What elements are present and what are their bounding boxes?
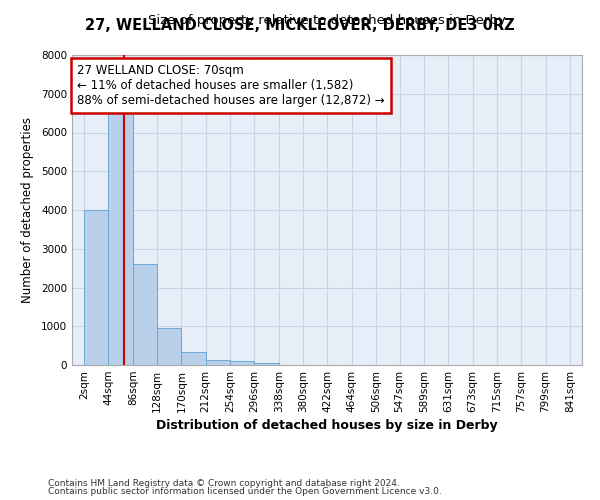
Bar [109,110,133,365]
Bar [181,352,206,365]
Text: 27, WELLAND CLOSE, MICKLEOVER, DERBY, DE3 0RZ: 27, WELLAND CLOSE, MICKLEOVER, DERBY, DE… [85,18,515,32]
Y-axis label: Number of detached properties: Number of detached properties [21,117,34,303]
Bar [133,264,157,365]
X-axis label: Distribution of detached houses by size in Derby: Distribution of detached houses by size … [156,419,498,432]
Title: Size of property relative to detached houses in Derby: Size of property relative to detached ho… [148,14,506,28]
Text: Contains public sector information licensed under the Open Government Licence v3: Contains public sector information licen… [48,487,442,496]
Bar [84,210,109,365]
Bar [206,360,230,365]
Bar [157,328,181,365]
Text: Contains HM Land Registry data © Crown copyright and database right 2024.: Contains HM Land Registry data © Crown c… [48,478,400,488]
Bar [254,363,278,365]
Text: 27 WELLAND CLOSE: 70sqm
← 11% of detached houses are smaller (1,582)
88% of semi: 27 WELLAND CLOSE: 70sqm ← 11% of detache… [77,64,385,108]
Bar [230,361,254,365]
